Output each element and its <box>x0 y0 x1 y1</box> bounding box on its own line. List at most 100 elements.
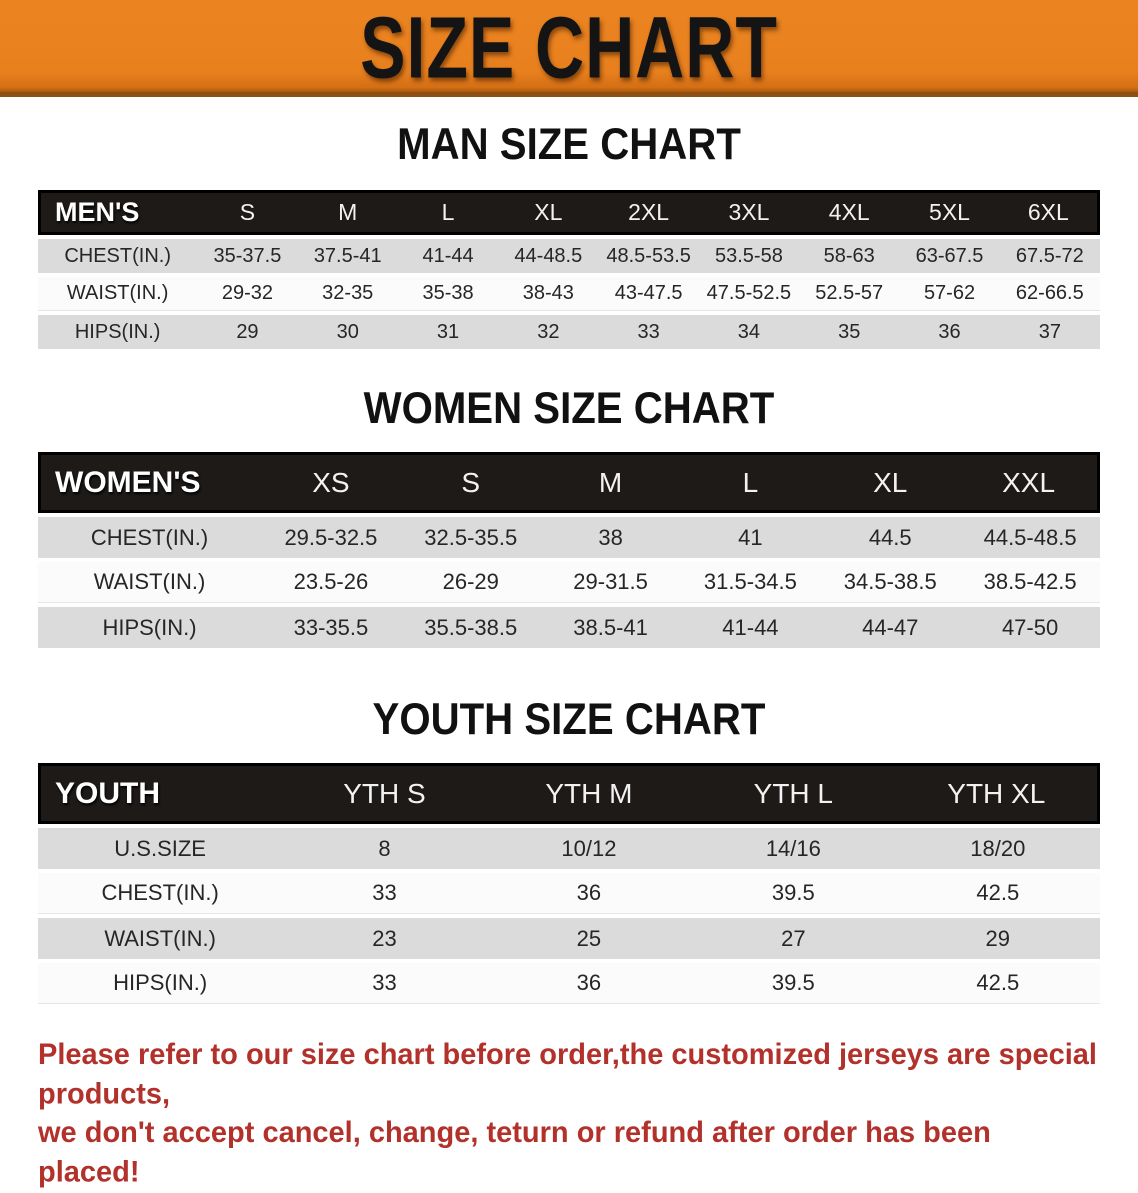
measurement-row: HIPS(IN.) 33-35.5 35.5-38.5 38.5-41 41-44 44-… <box>38 607 1100 648</box>
measurement-label: WAIST(IN.) <box>38 918 283 959</box>
measurement-label: HIPS(IN.) <box>38 607 262 648</box>
measurement-value: 34 <box>698 315 800 349</box>
measurement-value: 23 <box>282 918 487 959</box>
size-column-header: YTH XL <box>895 763 1100 824</box>
size-column-header: XS <box>261 452 401 513</box>
measurement-row: CHEST(IN.) 33 36 39.5 42.5 <box>38 873 1100 914</box>
measurement-value: 33 <box>282 963 487 1004</box>
size-column-header: 5XL <box>899 190 1000 235</box>
measurement-value: 37 <box>999 315 1100 349</box>
measurement-label: CHEST(IN.) <box>38 239 198 273</box>
measurement-value: 32-35 <box>297 277 398 311</box>
measurement-row: WAIST(IN.) 23.5-26 26-29 29-31.5 31.5-34.5 34… <box>38 562 1100 603</box>
banner: SIZE CHART <box>0 0 1138 97</box>
disclaimer: Please refer to our size chart before or… <box>38 1036 1100 1192</box>
measurement-value: 35-38 <box>397 277 499 311</box>
women-section-heading: WOMEN SIZE CHART <box>363 383 775 433</box>
measurement-value: 34.5-38.5 <box>820 562 961 603</box>
measurement-value: 42.5 <box>895 963 1100 1004</box>
measurement-value: 35.5-38.5 <box>400 607 541 648</box>
measurement-value: 14/16 <box>691 828 896 869</box>
youth-section-heading: YOUTH SIZE CHART <box>372 694 766 744</box>
size-column-header: YTH M <box>486 763 692 824</box>
measurement-value: 18/20 <box>895 828 1100 869</box>
measurement-value: 42.5 <box>895 873 1100 914</box>
measurement-value: 31.5-34.5 <box>680 562 821 603</box>
measurement-value: 29-32 <box>197 277 298 311</box>
measurement-value: 38.5-41 <box>540 607 681 648</box>
measurement-value: 36 <box>899 315 1000 349</box>
measurement-value: 53.5-58 <box>698 239 800 273</box>
table-group-label: YOUTH <box>38 763 283 824</box>
measurement-value: 43-47.5 <box>598 277 699 311</box>
measurement-row: WAIST(IN.) 29-32 32-35 35-38 38-43 43-47.5 47.… <box>38 277 1100 311</box>
table-group-label: MEN'S <box>38 190 198 235</box>
measurement-label: WAIST(IN.) <box>38 277 198 311</box>
youth-size-section: YOUTH SIZE CHART YOUTH YTH S YTH M YTH L YTH… <box>0 694 1138 1008</box>
size-column-header: S <box>400 452 541 513</box>
measurement-row: HIPS(IN.) 33 36 39.5 42.5 <box>38 963 1100 1004</box>
measurement-value: 63-67.5 <box>899 239 1000 273</box>
measurement-value: 47.5-52.5 <box>698 277 800 311</box>
measurement-value: 44-48.5 <box>498 239 599 273</box>
measurement-value: 41-44 <box>680 607 821 648</box>
measurement-value: 38.5-42.5 <box>960 562 1100 603</box>
table-group-label: WOMEN'S <box>38 452 262 513</box>
disclaimer-line-1: Please refer to our size chart before or… <box>38 1038 1097 1111</box>
youth-size-table: YOUTH YTH S YTH M YTH L YTH XL U.S.SIZE 8 10/12… <box>38 759 1100 1008</box>
measurement-value: 33 <box>282 873 487 914</box>
measurement-value: 57-62 <box>899 277 1000 311</box>
man-size-section: MAN SIZE CHART MEN'S S M L XL 2XL 3XL 4XL 5XL 6XL… <box>0 119 1138 353</box>
measurement-value: 29.5-32.5 <box>261 517 401 558</box>
measurement-value: 41 <box>680 517 821 558</box>
size-column-header: YTH S <box>282 763 487 824</box>
measurement-label: HIPS(IN.) <box>38 315 198 349</box>
size-column-header: S <box>197 190 298 235</box>
table-header-row: MEN'S S M L XL 2XL 3XL 4XL 5XL 6XL <box>38 190 1100 235</box>
measurement-value: 26-29 <box>400 562 541 603</box>
measurement-label: CHEST(IN.) <box>38 517 262 558</box>
size-column-header: YTH L <box>691 763 896 824</box>
measurement-value: 27 <box>691 918 896 959</box>
size-column-header: XXL <box>960 452 1100 513</box>
measurement-value: 67.5-72 <box>999 239 1100 273</box>
measurement-value: 39.5 <box>691 873 896 914</box>
measurement-value: 52.5-57 <box>799 277 900 311</box>
measurement-value: 10/12 <box>486 828 692 869</box>
measurement-value: 44-47 <box>820 607 961 648</box>
measurement-value: 8 <box>282 828 487 869</box>
women-size-table: WOMEN'S XS S M L XL XXL CHEST(IN.) 29.5-32.5 32.5… <box>38 448 1100 652</box>
measurement-value: 30 <box>297 315 398 349</box>
measurement-value: 44.5-48.5 <box>960 517 1100 558</box>
measurement-value: 58-63 <box>799 239 900 273</box>
size-column-header: 2XL <box>598 190 699 235</box>
measurement-row: CHEST(IN.) 35-37.5 37.5-41 41-44 44-48.5 48.5… <box>38 239 1100 273</box>
measurement-value: 37.5-41 <box>297 239 398 273</box>
size-column-header: XL <box>820 452 961 513</box>
size-column-header: 3XL <box>698 190 800 235</box>
size-column-header: M <box>540 452 681 513</box>
disclaimer-line-2: we don't accept cancel, change, teturn o… <box>38 1116 991 1189</box>
measurement-value: 31 <box>397 315 499 349</box>
measurement-value: 38-43 <box>498 277 599 311</box>
size-column-header: M <box>297 190 398 235</box>
man-size-table: MEN'S S M L XL 2XL 3XL 4XL 5XL 6XL CHEST(IN.) 35-37… <box>38 186 1100 353</box>
man-section-heading: MAN SIZE CHART <box>397 119 741 169</box>
measurement-value: 35 <box>799 315 900 349</box>
measurement-value: 41-44 <box>397 239 499 273</box>
measurement-value: 33 <box>598 315 699 349</box>
size-column-header: 4XL <box>799 190 900 235</box>
measurement-value: 29-31.5 <box>540 562 681 603</box>
measurement-label: WAIST(IN.) <box>38 562 262 603</box>
table-header-row: YOUTH YTH S YTH M YTH L YTH XL <box>38 763 1100 824</box>
measurement-value: 33-35.5 <box>261 607 401 648</box>
measurement-value: 29 <box>197 315 298 349</box>
measurement-value: 32.5-35.5 <box>400 517 541 558</box>
measurement-value: 44.5 <box>820 517 961 558</box>
measurement-value: 29 <box>895 918 1100 959</box>
measurement-value: 38 <box>540 517 681 558</box>
measurement-value: 25 <box>486 918 692 959</box>
measurement-value: 35-37.5 <box>197 239 298 273</box>
measurement-row: CHEST(IN.) 29.5-32.5 32.5-35.5 38 41 44.5 44.5… <box>38 517 1100 558</box>
measurement-row: HIPS(IN.) 29 30 31 32 33 34 35 36 37 <box>38 315 1100 349</box>
